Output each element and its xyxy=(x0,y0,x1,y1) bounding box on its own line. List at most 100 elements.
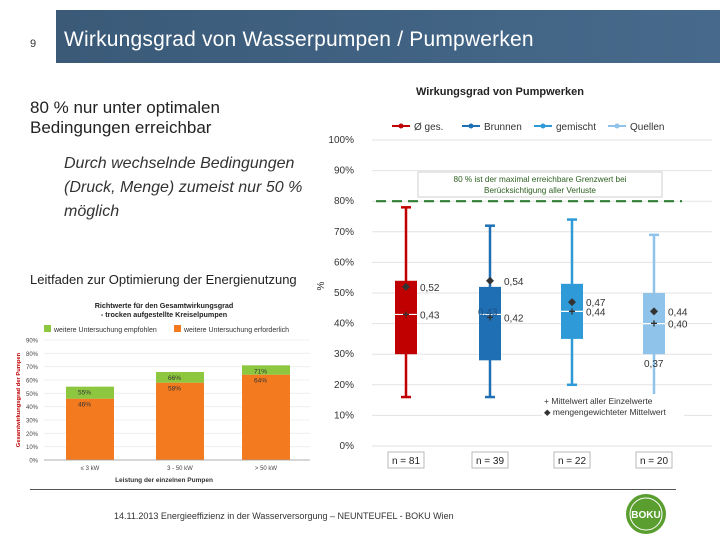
weighted-mean-label: 0,44 xyxy=(668,307,688,318)
mean-marker: + xyxy=(402,307,409,321)
small-legend-label: weitere Untersuchung empfohlen xyxy=(53,327,157,334)
left-subtext: Durch wechselnde Bedingungen (Druck, Men… xyxy=(64,155,303,220)
weighted-mean-marker xyxy=(402,282,410,291)
small-bar-label: 66% xyxy=(168,375,181,382)
small-y-axis-label: Gesamtwirkungsgrad der Pumpen xyxy=(16,352,22,447)
slide-number: 9 xyxy=(30,38,37,50)
reference-annotation: 80 % ist der maximal erreichbare Grenzwe… xyxy=(454,175,627,195)
small-y-tick-label: 60% xyxy=(26,379,39,385)
small-bar-label: 46% xyxy=(78,402,91,409)
small-y-tick-label: 10% xyxy=(26,445,39,451)
y-tick-label: 0% xyxy=(340,441,355,452)
y-tick-label: 90% xyxy=(334,166,354,177)
page-title: Wirkungsgrad von Wasserpumpen / Pumpwerk… xyxy=(64,28,534,51)
legend-label: gemischt xyxy=(556,122,596,133)
n-count-box xyxy=(635,451,673,469)
footer-divider xyxy=(30,489,676,490)
mean-label: 0,42 xyxy=(504,313,524,324)
mean-marker: + xyxy=(650,317,657,331)
small-bar-label: 71% xyxy=(254,368,267,375)
small-legend-swatch xyxy=(174,325,181,332)
small-x-tick-label: 3 - 50 kW xyxy=(167,466,193,472)
small-bar-label: 55% xyxy=(78,390,91,397)
weighted-mean-marker xyxy=(650,307,658,316)
small-y-tick-label: 20% xyxy=(26,432,39,438)
small-x-axis-label: Leistung der einzelnen Pumpen xyxy=(115,477,213,484)
small-bar-label: 64% xyxy=(254,378,267,385)
small-chart-title: Richtwerte für den Gesamtwirkungsgrad - t… xyxy=(95,301,234,319)
weighted-mean-marker xyxy=(486,276,494,285)
small-y-tick-label: 80% xyxy=(26,352,39,358)
legend-marker xyxy=(540,123,546,129)
reference-annotation-box xyxy=(417,171,663,198)
y-tick-label: 70% xyxy=(334,227,354,238)
y-axis-label: % xyxy=(316,281,327,290)
n-count-box xyxy=(387,451,425,469)
weighted-mean-label: 0,52 xyxy=(420,283,440,294)
small-legend-swatch xyxy=(44,325,51,332)
median-label: 0,43 xyxy=(478,307,498,318)
note-text: + Mittelwert aller Einzelwerte xyxy=(544,396,653,406)
note-text: ◆ mengengewichteter Mittelwert xyxy=(544,407,666,417)
small-y-tick-label: 50% xyxy=(26,392,39,398)
extra-label: 0,37 xyxy=(644,359,664,370)
mean-marker: + xyxy=(486,310,493,324)
svg-text:BOKU: BOKU xyxy=(631,510,660,521)
small-bar-orange xyxy=(66,398,114,460)
recommended-efficiency-chart: Richtwerte für den Gesamtwirkungsgrad - t… xyxy=(14,298,310,488)
left-heading: 80 % nur unter optimalen Bedingungen err… xyxy=(30,98,220,137)
slide-header: 9 Wirkungsgrad von Wasserpumpen / Pumpwe… xyxy=(0,0,720,72)
small-x-tick-label: ≤ 3 kW xyxy=(81,466,100,472)
pump-efficiency-boxplot: Wirkungsgrad von Pumpwerken Ø ges. Brunnen… xyxy=(310,78,720,474)
n-count-box xyxy=(553,451,591,469)
n-count-label: n = 39 xyxy=(476,456,505,467)
box xyxy=(395,280,417,355)
legend-marker xyxy=(398,123,404,129)
small-y-tick-label: 70% xyxy=(26,365,39,371)
legend-label: Brunnen xyxy=(484,122,522,133)
small-y-tick-label: 40% xyxy=(26,405,39,411)
n-count-label: n = 20 xyxy=(640,456,669,467)
box xyxy=(479,286,501,361)
weighted-mean-marker xyxy=(568,298,576,307)
title-bar xyxy=(56,10,720,63)
n-count-label: n = 81 xyxy=(392,456,421,467)
small-y-tick-label: 0% xyxy=(29,459,38,465)
guide-caption: Leitfaden zur Optimierung der Energienut… xyxy=(30,272,297,287)
y-tick-label: 40% xyxy=(334,319,354,330)
y-tick-label: 50% xyxy=(334,288,354,299)
small-bar-orange xyxy=(242,374,290,460)
small-bar-green xyxy=(66,386,114,399)
small-legend-label: weitere Untersuchung erforderlich xyxy=(183,327,289,334)
small-x-tick-label: > 50 kW xyxy=(255,466,278,472)
legend-label: Ø ges. xyxy=(414,122,443,133)
y-tick-label: 100% xyxy=(328,135,354,146)
small-y-tick-label: 90% xyxy=(26,339,39,345)
small-bar-label: 58% xyxy=(168,386,181,393)
y-tick-label: 30% xyxy=(334,349,354,360)
footer-text: 14.11.2013 Energieeffizienz in der Wasse… xyxy=(114,511,454,521)
boku-logo: BOKU xyxy=(626,494,666,534)
y-tick-label: 60% xyxy=(334,257,354,268)
legend-marker xyxy=(614,123,620,129)
mean-label: 0,43 xyxy=(420,310,440,321)
small-bar-green xyxy=(242,365,290,375)
chart-title: Wirkungsgrad von Pumpwerken xyxy=(416,86,584,98)
slide-number-box xyxy=(0,10,52,63)
legend-label: Quellen xyxy=(630,122,664,133)
small-bar-green xyxy=(156,372,204,383)
legend-marker xyxy=(468,123,474,129)
weighted-mean-label: 0,47 xyxy=(586,298,606,309)
small-bar-orange xyxy=(156,382,204,460)
weighted-mean-label: 0,54 xyxy=(504,277,524,288)
y-tick-label: 80% xyxy=(334,196,354,207)
mean-marker: + xyxy=(568,304,575,318)
n-count-box xyxy=(471,451,509,469)
n-count-label: n = 22 xyxy=(558,456,587,467)
y-tick-label: 20% xyxy=(334,380,354,391)
mean-label: 0,44 xyxy=(586,307,606,318)
notes-box xyxy=(542,394,684,420)
y-tick-label: 10% xyxy=(334,410,354,421)
small-y-tick-label: 30% xyxy=(26,419,39,425)
mean-label: 0,40 xyxy=(668,320,688,331)
